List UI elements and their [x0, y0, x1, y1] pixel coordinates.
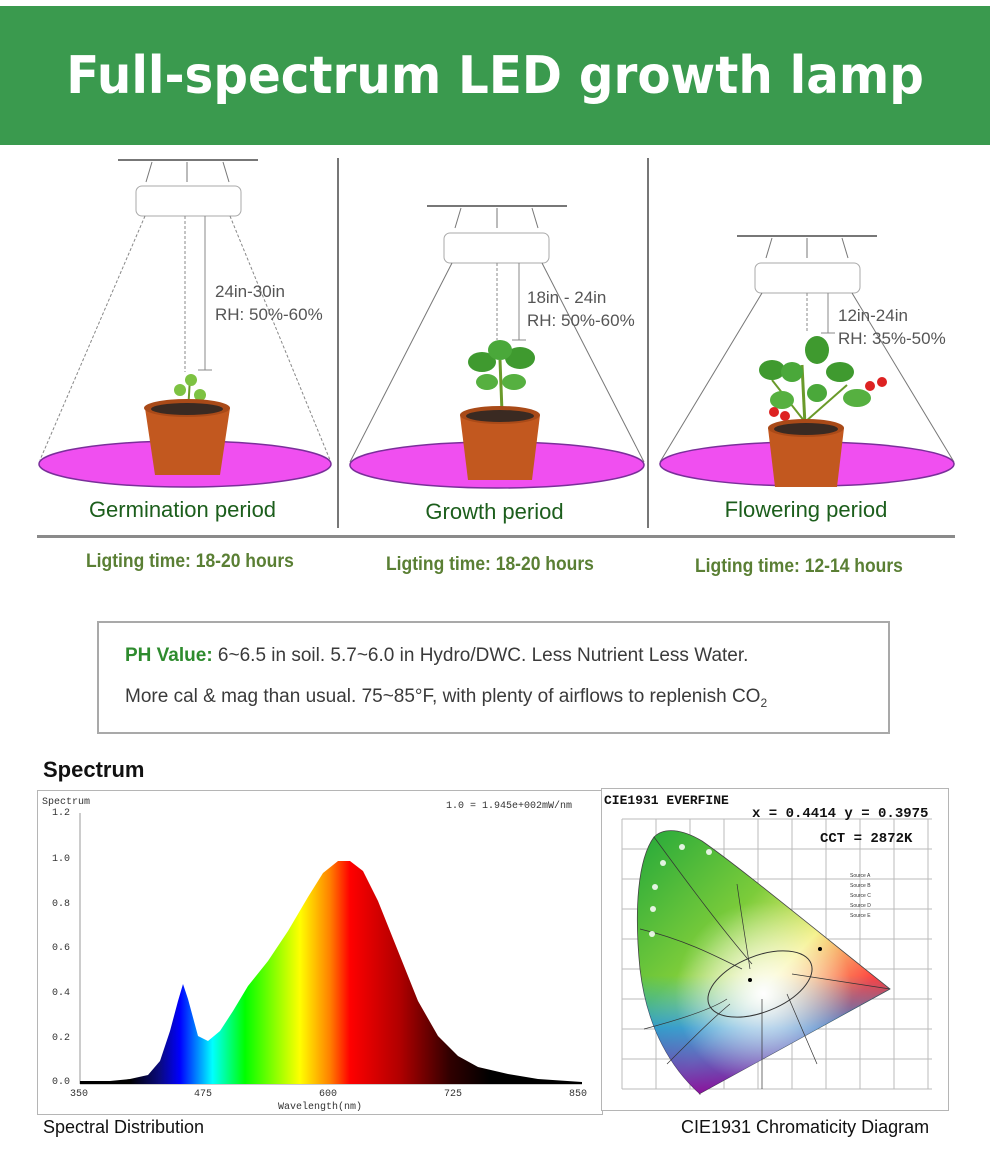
x-tick: 475: [194, 1089, 213, 1100]
y-tick: 0.2: [52, 1033, 71, 1044]
spectrum-heading: Spectrum: [43, 757, 145, 782]
spectrum-plot: [79, 813, 582, 1085]
cie-header: CIE1931 EVERFINE: [604, 793, 729, 808]
nutrient-info-line: More cal & mag than usual. 75~85°F, with…: [125, 686, 767, 710]
cie-plot: Source A Source B Source C Source D Source …: [621, 818, 932, 1095]
x-tick: 600: [319, 1089, 338, 1100]
spectrum-area: [80, 861, 582, 1084]
care-info-box: PH Value: 6~6.5 in soil. 5.7~6.0 in Hydr…: [97, 621, 890, 734]
seedling-icon: [174, 374, 206, 413]
cie-chart: Source A Source B Source C Source D Source …: [601, 788, 949, 1111]
distance-label: 24in-30in: [215, 282, 285, 301]
humidity-label: RH: 35%-50%: [838, 329, 946, 348]
svg-text:Source D: Source D: [850, 903, 871, 909]
co2-subscript: 2: [760, 695, 768, 710]
svg-text:Source B: Source B: [850, 883, 871, 889]
flower-pot-icon: [144, 399, 230, 475]
distance-label: 18in - 24in: [527, 288, 607, 307]
humidity-label: RH: 50%-60%: [215, 305, 323, 324]
cct-value: CCT = 2872K: [820, 831, 913, 847]
y-tick: 1.0: [52, 854, 71, 865]
growth-stages: 24in-30in RH: 50%-60% Germination period: [30, 150, 960, 530]
x-tick: 350: [70, 1089, 89, 1100]
svg-text:Source C: Source C: [850, 893, 871, 899]
y-tick: 0.6: [52, 943, 71, 954]
humidity-label: RH: 50%-60%: [527, 311, 635, 330]
stage-flowering: 12in-24in RH: 35%-50% Flowering period: [652, 150, 960, 530]
y-tick: 0.4: [52, 988, 71, 999]
spectrum-caption: Spectral Distribution: [43, 1117, 205, 1137]
lighting-time-flowering: Ligting time: 12-14 hours: [695, 556, 903, 577]
chart-annotation: 1.0 = 1.945e+002mW/nm: [446, 801, 573, 812]
spectrum-chart: Spectrum 1.0 = 1.945e+002mW/nm 1.2 1.0 0…: [37, 790, 603, 1115]
ph-label: PH Value:: [125, 645, 213, 666]
x-tick: 725: [444, 1089, 463, 1100]
lamp-diagram-icon: [659, 235, 955, 487]
chart-ylabel: Spectrum: [42, 797, 91, 808]
stage-divider: [647, 158, 649, 528]
cie-coordinates: x = 0.4414 y = 0.3975: [752, 806, 929, 822]
svg-text:Source E: Source E: [850, 913, 871, 919]
flower-pot-icon: [460, 406, 540, 480]
stage-growth: 18in - 24in RH: 50%-60% Growth period: [342, 150, 647, 530]
ph-info-line: PH Value: 6~6.5 in soil. 5.7~6.0 in Hydr…: [125, 645, 748, 667]
y-tick: 0.0: [52, 1077, 71, 1088]
ph-text: 6~6.5 in soil. 5.7~6.0 in Hydro/DWC. Les…: [212, 645, 749, 666]
page-title: Full-spectrum LED growth lamp: [66, 45, 924, 106]
young-plant-icon: [468, 340, 535, 413]
chart-xlabel: Wavelength(nm): [278, 1102, 363, 1113]
cie-caption: CIE1931 Chromaticity Diagram: [681, 1117, 930, 1137]
lamp-diagram-icon: [349, 205, 645, 489]
stage-name: Growth period: [425, 499, 564, 524]
flower-pot-icon: [768, 419, 844, 487]
lighting-time-germination: Ligting time: 18-20 hours: [86, 551, 294, 572]
y-tick: 1.2: [52, 808, 71, 819]
stage-name: Flowering period: [724, 497, 888, 522]
title-banner: Full-spectrum LED growth lamp: [0, 6, 990, 145]
section-divider: [37, 535, 955, 538]
x-tick: 850: [569, 1089, 588, 1100]
stage-name: Germination period: [88, 497, 277, 522]
lamp-diagram-icon: [38, 159, 332, 488]
strawberry-plant-icon: [759, 336, 887, 426]
stage-germination: 24in-30in RH: 50%-60% Germination period: [30, 150, 335, 530]
svg-text:Source A: Source A: [850, 873, 871, 879]
nutrient-text: More cal & mag than usual. 75~85°F, with…: [125, 686, 761, 707]
cie-legend: Source A Source B Source C Source D Source …: [850, 873, 871, 919]
lighting-time-growth: Ligting time: 18-20 hours: [386, 554, 594, 575]
distance-label: 12in-24in: [838, 306, 908, 325]
stage-divider: [337, 158, 339, 528]
y-tick: 0.8: [52, 899, 71, 910]
